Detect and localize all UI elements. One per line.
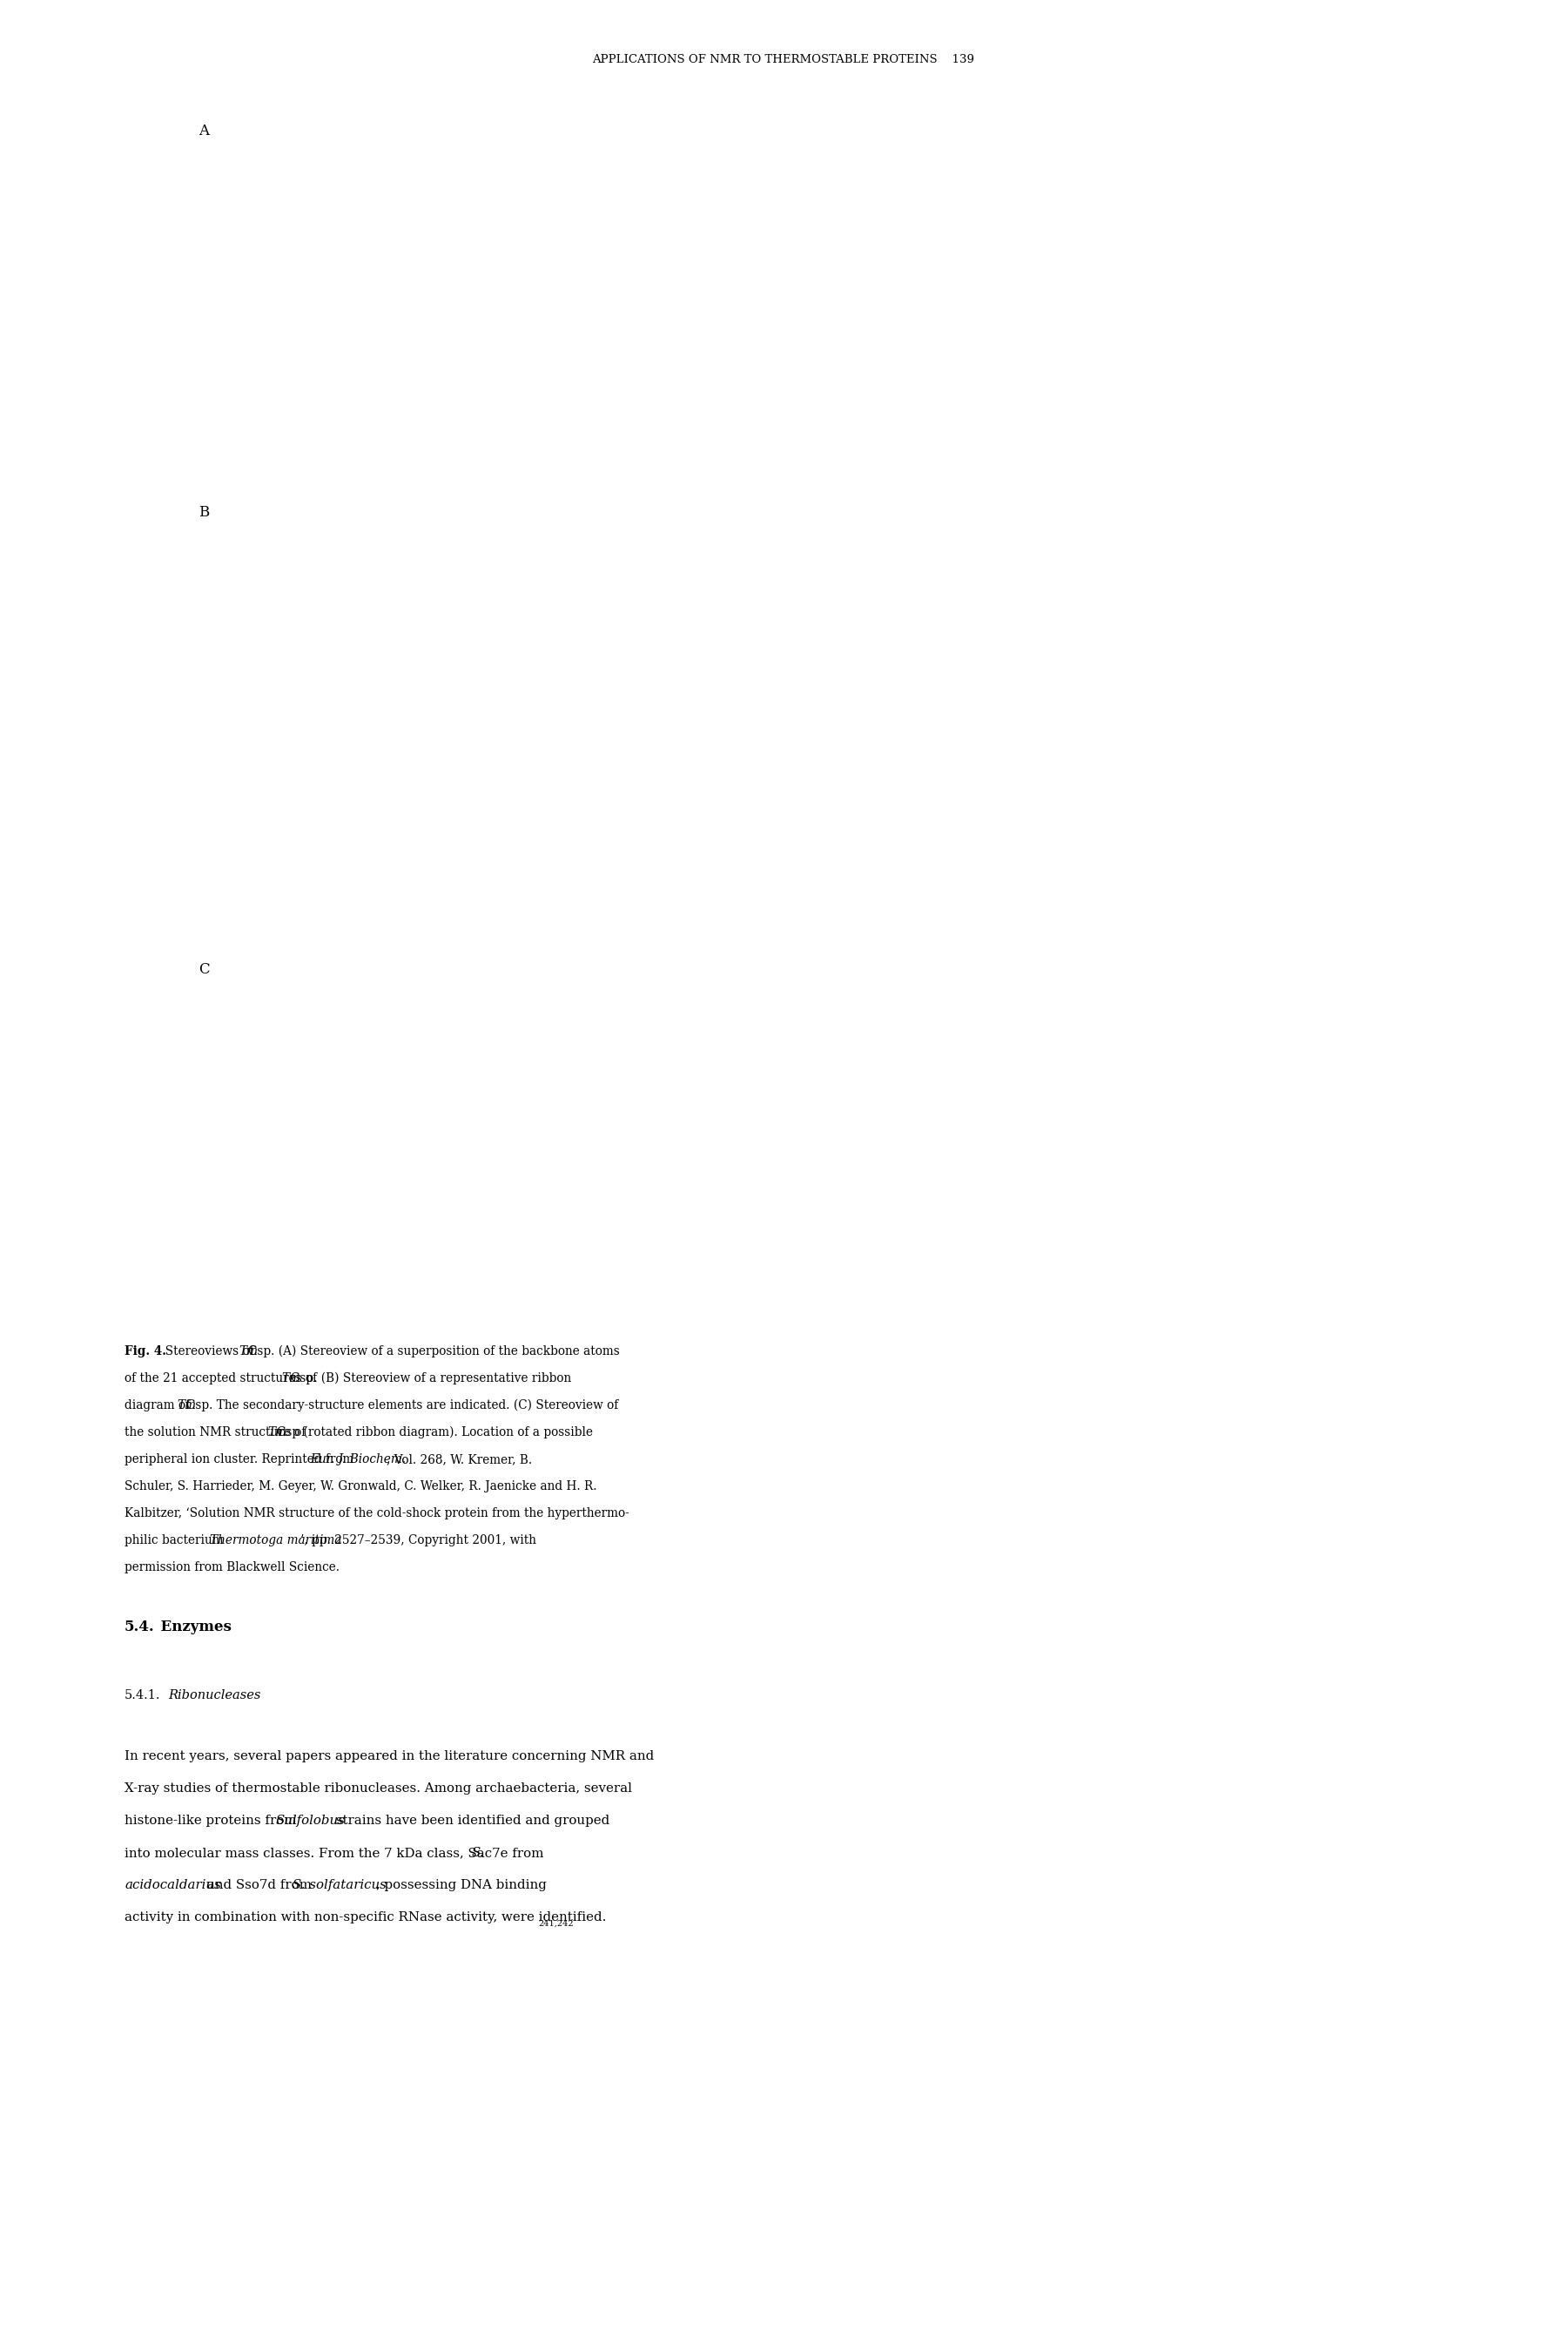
Text: 5.4.: 5.4. [124, 1620, 155, 1634]
Text: 241,242: 241,242 [538, 1921, 574, 1928]
Text: C: C [199, 962, 210, 978]
Text: Csp. (A) Stereoview of a superposition of the backbone atoms: Csp. (A) Stereoview of a superposition o… [248, 1345, 619, 1359]
Text: S. solfataricus: S. solfataricus [292, 1878, 386, 1890]
Text: 5.4.1.: 5.4.1. [124, 1690, 160, 1702]
Text: Tm: Tm [282, 1373, 301, 1385]
Text: Csp. The secondary-structure elements are indicated. (C) Stereoview of: Csp. The secondary-structure elements ar… [187, 1399, 618, 1413]
Text: Tm: Tm [267, 1427, 287, 1439]
Text: Fig. 4.: Fig. 4. [124, 1345, 166, 1357]
Text: Schuler, S. Harrieder, M. Geyer, W. Gronwald, C. Welker, R. Jaenicke and H. R.: Schuler, S. Harrieder, M. Geyer, W. Gron… [124, 1481, 597, 1493]
Text: acidocaldarius: acidocaldarius [124, 1878, 221, 1890]
Text: Tm: Tm [238, 1345, 257, 1357]
Text: histone-like proteins from: histone-like proteins from [124, 1815, 301, 1827]
Text: , Vol. 268, W. Kremer, B.: , Vol. 268, W. Kremer, B. [386, 1453, 532, 1465]
Text: diagram of: diagram of [124, 1399, 194, 1411]
Text: Stereoviews of: Stereoviews of [158, 1345, 259, 1357]
Text: Csp (rotated ribbon diagram). Location of a possible: Csp (rotated ribbon diagram). Location o… [278, 1427, 593, 1439]
Text: Csp. (B) Stereoview of a representative ribbon: Csp. (B) Stereoview of a representative … [292, 1373, 572, 1385]
Text: , possessing DNA binding: , possessing DNA binding [376, 1878, 547, 1890]
Text: Tm: Tm [177, 1399, 196, 1411]
Bar [124, 127, 1444, 487]
Text: Ribonucleases: Ribonucleases [168, 1690, 260, 1702]
Text: ’, pp. 2527–2539, Copyright 2001, with: ’, pp. 2527–2539, Copyright 2001, with [301, 1535, 536, 1547]
Text: peripheral ion cluster. Reprinted from: peripheral ion cluster. Reprinted from [124, 1453, 358, 1465]
Text: In recent years, several papers appeared in the literature concerning NMR and: In recent years, several papers appeared… [124, 1749, 654, 1763]
Bar [124, 505, 1444, 950]
Text: A: A [199, 125, 209, 139]
Text: Eur. J. Biochem.: Eur. J. Biochem. [310, 1453, 406, 1465]
Text: Kalbitzer, ‘Solution NMR structure of the cold-shock protein from the hypertherm: Kalbitzer, ‘Solution NMR structure of th… [124, 1507, 629, 1519]
Text: Sulfolobus: Sulfolobus [276, 1815, 345, 1827]
Text: APPLICATIONS OF NMR TO THERMOSTABLE PROTEINS    139: APPLICATIONS OF NMR TO THERMOSTABLE PROT… [593, 54, 975, 66]
Text: and Sso7d from: and Sso7d from [202, 1878, 315, 1890]
Text: X-ray studies of thermostable ribonucleases. Among archaebacteria, several: X-ray studies of thermostable ribonuclea… [124, 1782, 632, 1794]
Text: into molecular mass classes. From the 7 kDa class, Sac7e from: into molecular mass classes. From the 7 … [124, 1848, 547, 1860]
Text: Enzymes: Enzymes [151, 1620, 230, 1634]
Text: activity in combination with non-specific RNase activity, were identified.: activity in combination with non-specifi… [124, 1911, 607, 1923]
Text: philic bacterium: philic bacterium [124, 1535, 230, 1547]
Text: Thermotoga maritima: Thermotoga maritima [210, 1535, 342, 1547]
Bar [124, 962, 1444, 1333]
Text: the solution NMR structure of: the solution NMR structure of [124, 1427, 309, 1439]
Text: permission from Blackwell Science.: permission from Blackwell Science. [124, 1561, 340, 1573]
Text: S.: S. [472, 1848, 485, 1860]
Text: of the 21 accepted structures of: of the 21 accepted structures of [124, 1373, 321, 1385]
Text: strains have been identified and grouped: strains have been identified and grouped [331, 1815, 610, 1827]
Text: B: B [199, 505, 209, 520]
